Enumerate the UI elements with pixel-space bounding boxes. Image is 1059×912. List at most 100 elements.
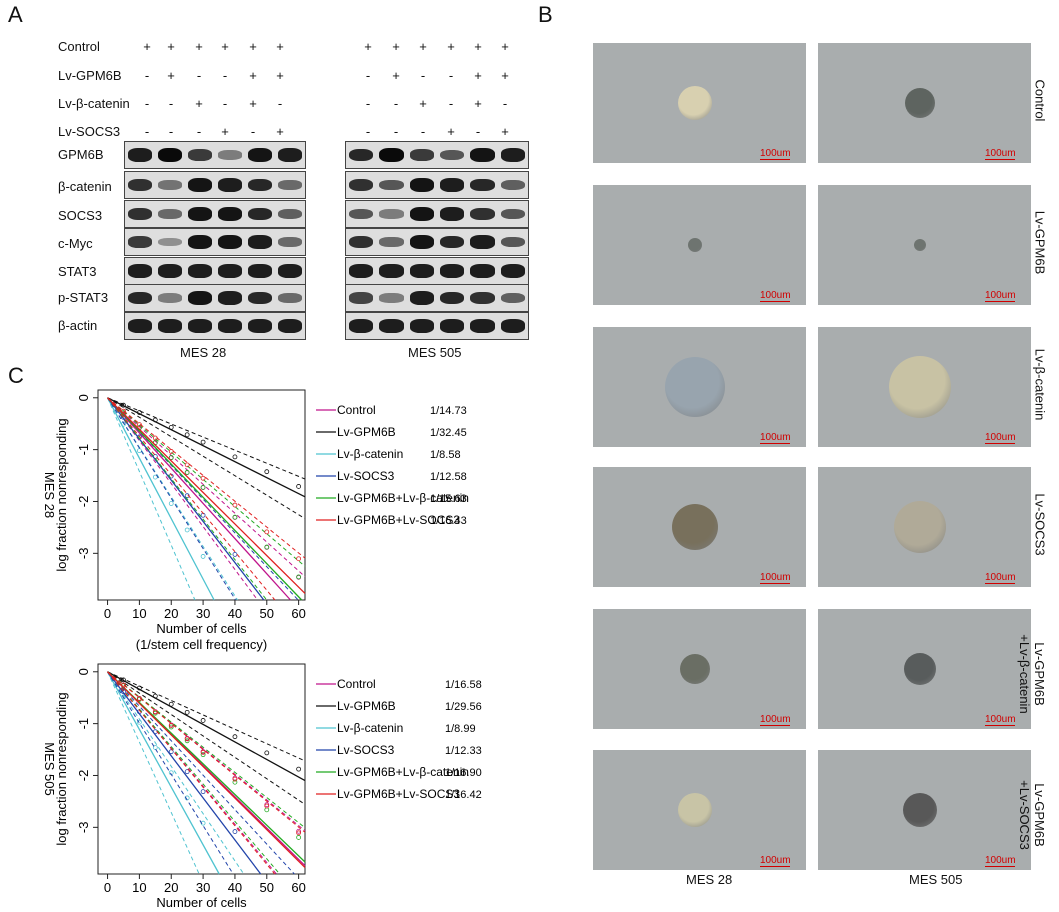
- blot-band: [379, 237, 404, 247]
- blot-band: [248, 207, 272, 221]
- condition-sign: -: [222, 96, 228, 111]
- micro-row-label: Lv-GPM6B: [1032, 210, 1048, 275]
- condition-sign: +: [392, 68, 400, 83]
- sphere-micrograph: 100um: [593, 327, 806, 447]
- frequency-line: [107, 397, 306, 520]
- blot-band: [379, 293, 404, 303]
- legend-frequency: 1/32.45: [430, 427, 467, 439]
- data-point: [152, 417, 158, 423]
- blot-band: [158, 264, 182, 278]
- plot-row-label: MES 505: [42, 742, 57, 795]
- condition-sign: -: [168, 124, 174, 139]
- legend-label: Lv-SOCS3: [337, 469, 395, 483]
- frequency-line: [107, 397, 299, 601]
- blot-band: [188, 264, 212, 278]
- blot-band: [500, 264, 525, 278]
- scale-bar: 100um: [985, 290, 1016, 302]
- data-point: [152, 709, 158, 715]
- blot-band: [470, 291, 495, 305]
- frequency-line: [106, 397, 215, 601]
- frequency-line: [107, 397, 303, 601]
- frequency-line: [107, 671, 245, 875]
- y-tick-label: -2: [76, 496, 91, 508]
- blot-band: [248, 264, 272, 278]
- blot-band: [158, 148, 182, 162]
- scale-bar: 100um: [760, 148, 791, 160]
- data-point: [121, 402, 126, 408]
- condition-sign: +: [143, 39, 151, 54]
- blot-band: [128, 319, 152, 333]
- data-point: [168, 449, 174, 454]
- frequency-line: [107, 671, 281, 875]
- data-point: [264, 469, 270, 475]
- condition-sign: +: [501, 68, 509, 83]
- blot-strip: [345, 171, 529, 199]
- condition-sign: +: [167, 68, 175, 83]
- blot-band: [248, 319, 272, 333]
- legend-frequency: 1/16.42: [445, 789, 482, 801]
- data-point: [152, 693, 158, 699]
- condition-sign: +: [501, 124, 509, 139]
- blot-band: [349, 208, 374, 220]
- data-point: [184, 738, 190, 744]
- blot-strip: [345, 284, 529, 312]
- condition-sign: +: [276, 68, 284, 83]
- blot-band: [440, 235, 465, 249]
- x-tick-label: 50: [260, 606, 274, 621]
- frequency-line: [107, 671, 277, 875]
- blot-band: [128, 291, 152, 305]
- sphere-micrograph: 100um: [818, 609, 1031, 729]
- tumor-sphere: [687, 238, 702, 252]
- blot-band: [379, 179, 404, 191]
- data-point: [136, 448, 142, 454]
- x-tick-label: 10: [132, 880, 146, 895]
- data-point: [184, 462, 190, 468]
- blot-strip: [345, 228, 529, 256]
- y-tick-label: 0: [76, 394, 91, 401]
- condition-sign: +: [195, 96, 203, 111]
- micro-row-label: Control: [1032, 79, 1048, 122]
- protein-label: GPM6B: [58, 147, 104, 162]
- data-point: [168, 749, 174, 755]
- x-tick-label: 50: [260, 880, 274, 895]
- legend-frequency: 1/8.99: [445, 723, 476, 735]
- protein-label: β-catenin: [58, 179, 112, 194]
- blot-band: [409, 291, 434, 305]
- blot-cellline-label: MES 505: [408, 345, 462, 360]
- blot-band: [500, 319, 525, 333]
- legend-label: Lv-GPM6B: [337, 699, 396, 713]
- y-tick-label: -1: [76, 444, 91, 456]
- sphere-micrograph: 100um: [593, 185, 806, 305]
- protein-label: SOCS3: [58, 208, 103, 223]
- legend-label: Lv-β-catenin: [337, 721, 403, 735]
- legend-label: Control: [337, 677, 376, 691]
- data-point: [264, 544, 270, 550]
- data-point: [200, 752, 206, 758]
- legend-frequency: 1/16.90: [445, 767, 482, 779]
- scale-bar: 100um: [760, 855, 791, 867]
- condition-sign: -: [393, 124, 399, 139]
- condition-sign: +: [419, 39, 427, 54]
- blot-band: [409, 178, 434, 192]
- blot-band: [248, 291, 272, 305]
- blot-band: [500, 148, 525, 162]
- scale-bar: 100um: [985, 572, 1016, 584]
- legend-frequency: 1/15.63: [430, 493, 467, 505]
- legend-label: Lv-SOCS3: [337, 743, 395, 757]
- tumor-sphere: [888, 356, 951, 418]
- data-point: [184, 470, 190, 475]
- tumor-sphere: [677, 86, 712, 120]
- condition-label-bcatenin: Lv-β-catenin: [58, 96, 130, 111]
- blot-band: [440, 264, 465, 278]
- data-point: [296, 766, 302, 772]
- legend-frequency: 1/8.58: [430, 449, 461, 461]
- condition-sign: +: [167, 39, 175, 54]
- x-tick-label: 60: [291, 880, 305, 895]
- legend-label: Lv-GPM6B: [337, 425, 396, 439]
- x-tick-label: 0: [104, 606, 111, 621]
- condition-sign: +: [447, 124, 455, 139]
- data-point: [200, 749, 206, 755]
- blot-band: [128, 264, 152, 278]
- condition-sign: -: [448, 68, 454, 83]
- blot-band: [440, 178, 465, 192]
